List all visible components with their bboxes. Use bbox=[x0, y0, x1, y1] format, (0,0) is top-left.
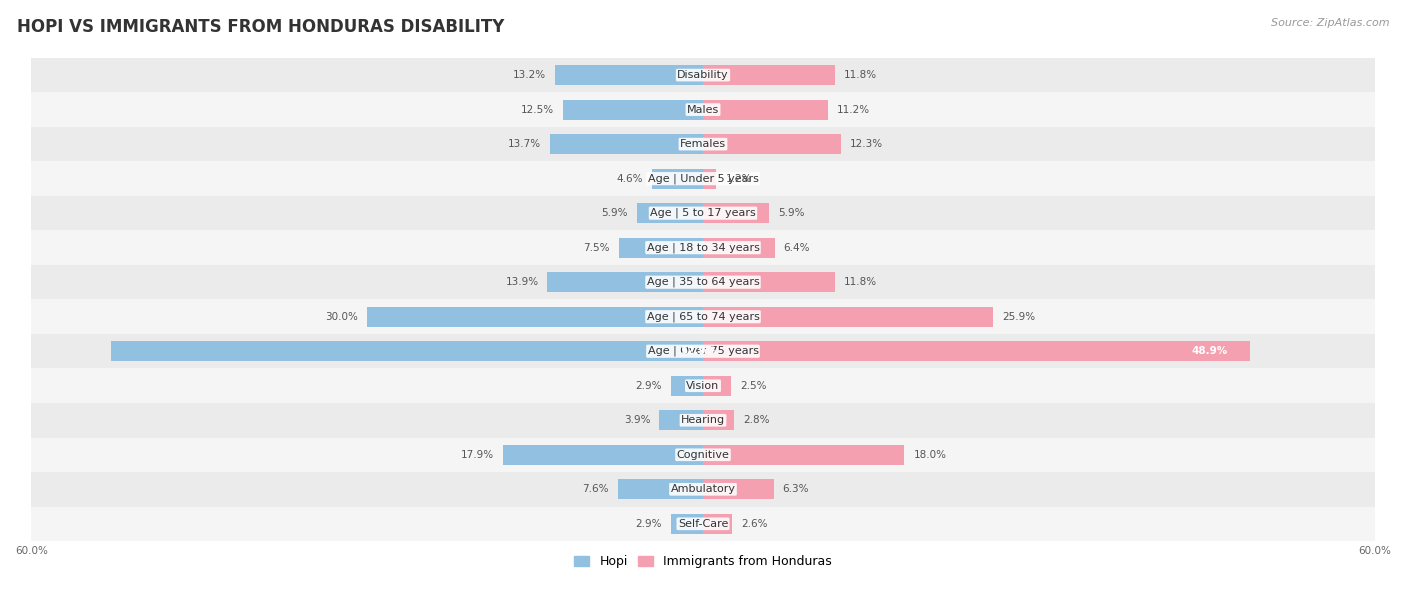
Bar bbox=[659, 410, 703, 430]
Bar bbox=[550, 134, 703, 154]
Bar bbox=[31, 438, 1375, 472]
Bar bbox=[703, 479, 773, 499]
Text: 7.6%: 7.6% bbox=[582, 484, 609, 494]
Bar bbox=[651, 169, 703, 188]
Bar bbox=[671, 514, 703, 534]
Bar bbox=[703, 272, 835, 292]
Text: Age | Under 5 years: Age | Under 5 years bbox=[648, 173, 758, 184]
Text: Age | Over 75 years: Age | Over 75 years bbox=[648, 346, 758, 356]
Bar bbox=[703, 514, 733, 534]
Text: Age | 5 to 17 years: Age | 5 to 17 years bbox=[650, 208, 756, 218]
Bar bbox=[703, 100, 828, 119]
Legend: Hopi, Immigrants from Honduras: Hopi, Immigrants from Honduras bbox=[569, 550, 837, 573]
Text: 6.3%: 6.3% bbox=[783, 484, 808, 494]
Bar bbox=[703, 134, 841, 154]
Text: 2.9%: 2.9% bbox=[636, 381, 662, 390]
Text: 12.3%: 12.3% bbox=[849, 139, 883, 149]
Text: 13.9%: 13.9% bbox=[505, 277, 538, 287]
Bar bbox=[31, 231, 1375, 265]
Text: 48.9%: 48.9% bbox=[1192, 346, 1227, 356]
Text: 11.8%: 11.8% bbox=[844, 277, 877, 287]
Bar bbox=[703, 203, 769, 223]
Text: 52.9%: 52.9% bbox=[681, 346, 717, 356]
Bar bbox=[31, 265, 1375, 299]
Text: Vision: Vision bbox=[686, 381, 720, 390]
Text: 2.9%: 2.9% bbox=[636, 519, 662, 529]
Bar bbox=[31, 403, 1375, 438]
Text: Age | 35 to 64 years: Age | 35 to 64 years bbox=[647, 277, 759, 288]
Text: 18.0%: 18.0% bbox=[914, 450, 946, 460]
Bar bbox=[562, 100, 703, 119]
Text: 11.8%: 11.8% bbox=[844, 70, 877, 80]
Bar bbox=[31, 472, 1375, 507]
Text: 1.2%: 1.2% bbox=[725, 174, 752, 184]
Bar bbox=[31, 334, 1375, 368]
Bar bbox=[31, 368, 1375, 403]
Text: 13.2%: 13.2% bbox=[513, 70, 547, 80]
Text: Age | 65 to 74 years: Age | 65 to 74 years bbox=[647, 312, 759, 322]
Bar bbox=[31, 92, 1375, 127]
Bar bbox=[367, 307, 703, 327]
Bar bbox=[703, 237, 775, 258]
Bar bbox=[31, 299, 1375, 334]
Text: 25.9%: 25.9% bbox=[1002, 312, 1035, 322]
Text: 2.8%: 2.8% bbox=[744, 416, 770, 425]
Text: 2.6%: 2.6% bbox=[741, 519, 768, 529]
Text: 12.5%: 12.5% bbox=[522, 105, 554, 114]
Text: Disability: Disability bbox=[678, 70, 728, 80]
Bar bbox=[703, 65, 835, 85]
Bar bbox=[503, 445, 703, 465]
Text: 5.9%: 5.9% bbox=[778, 208, 804, 218]
Bar bbox=[671, 376, 703, 396]
Bar bbox=[619, 237, 703, 258]
Text: 11.2%: 11.2% bbox=[838, 105, 870, 114]
Bar bbox=[703, 410, 734, 430]
Bar bbox=[31, 58, 1375, 92]
Text: 5.9%: 5.9% bbox=[602, 208, 628, 218]
Bar bbox=[555, 65, 703, 85]
Text: Source: ZipAtlas.com: Source: ZipAtlas.com bbox=[1271, 18, 1389, 28]
Bar bbox=[703, 341, 1250, 361]
Text: Cognitive: Cognitive bbox=[676, 450, 730, 460]
Text: 7.5%: 7.5% bbox=[583, 243, 610, 253]
Bar bbox=[703, 307, 993, 327]
Bar bbox=[31, 507, 1375, 541]
Text: Hearing: Hearing bbox=[681, 416, 725, 425]
Bar bbox=[703, 376, 731, 396]
Text: Males: Males bbox=[688, 105, 718, 114]
Text: Self-Care: Self-Care bbox=[678, 519, 728, 529]
Bar bbox=[703, 445, 904, 465]
Text: Ambulatory: Ambulatory bbox=[671, 484, 735, 494]
Bar bbox=[31, 196, 1375, 231]
Text: 30.0%: 30.0% bbox=[325, 312, 359, 322]
Text: 17.9%: 17.9% bbox=[461, 450, 494, 460]
Bar bbox=[31, 162, 1375, 196]
Bar bbox=[547, 272, 703, 292]
Bar bbox=[703, 169, 717, 188]
Text: 2.5%: 2.5% bbox=[740, 381, 766, 390]
Bar bbox=[617, 479, 703, 499]
Text: Females: Females bbox=[681, 139, 725, 149]
Text: HOPI VS IMMIGRANTS FROM HONDURAS DISABILITY: HOPI VS IMMIGRANTS FROM HONDURAS DISABIL… bbox=[17, 18, 505, 36]
Text: 4.6%: 4.6% bbox=[616, 174, 643, 184]
Bar bbox=[111, 341, 703, 361]
Text: Age | 18 to 34 years: Age | 18 to 34 years bbox=[647, 242, 759, 253]
Text: 3.9%: 3.9% bbox=[624, 416, 651, 425]
Bar bbox=[31, 127, 1375, 162]
Text: 6.4%: 6.4% bbox=[783, 243, 810, 253]
Bar bbox=[637, 203, 703, 223]
Text: 13.7%: 13.7% bbox=[508, 139, 541, 149]
